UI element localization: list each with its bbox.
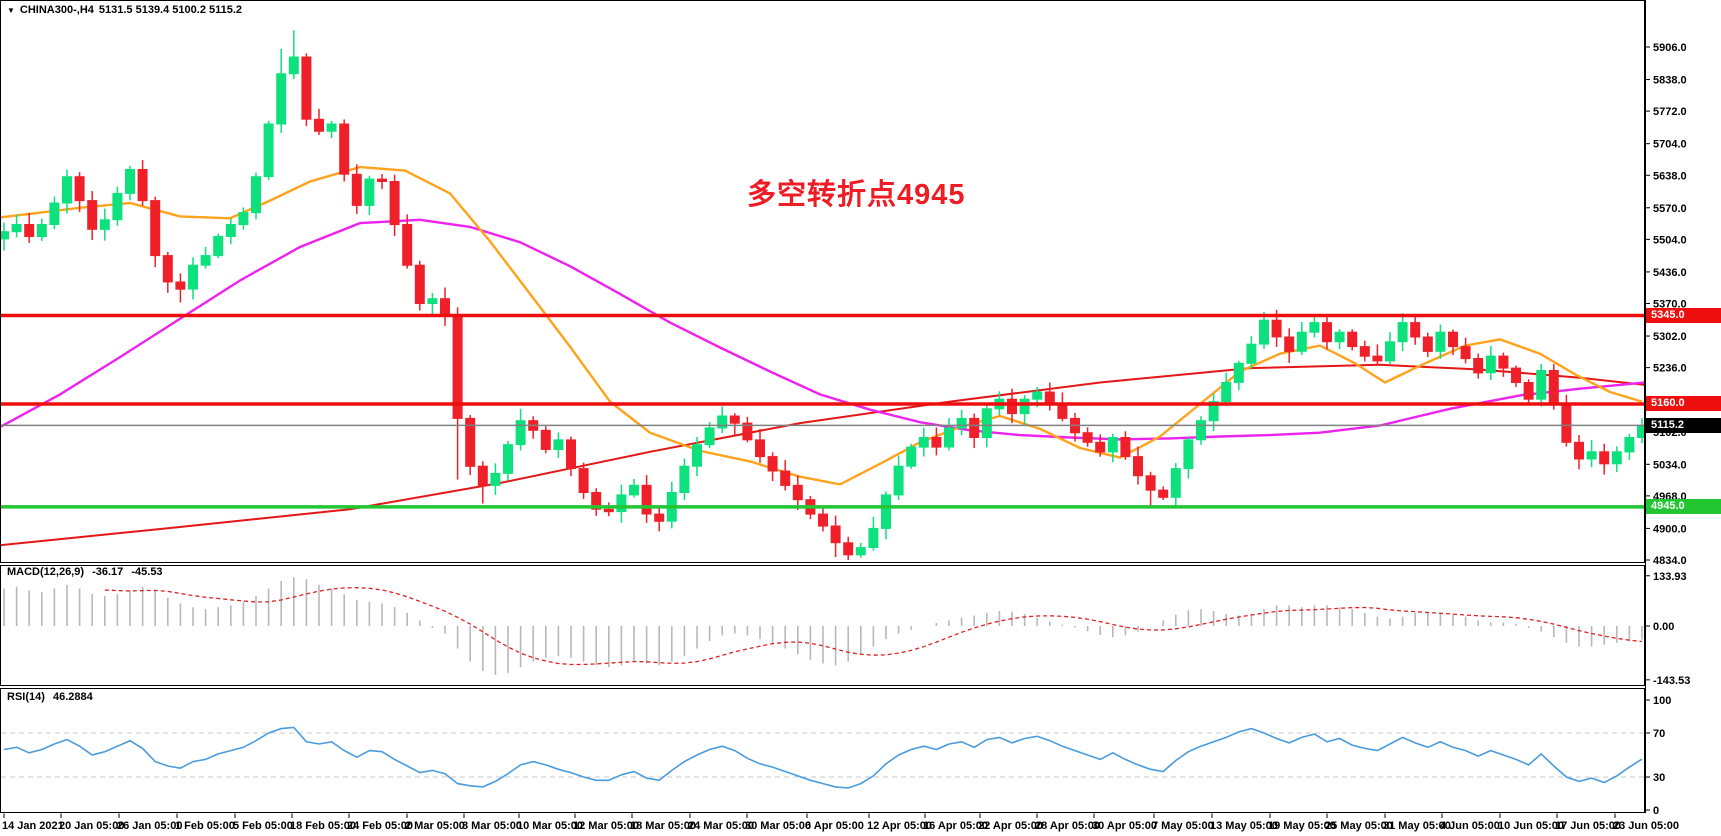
time-tick-label: 22 Apr 05:00	[978, 820, 1043, 832]
price-tick-label: 5236.0	[1653, 363, 1687, 375]
rsi-tick-label: 100	[1653, 695, 1671, 707]
current-price-badge: 5115.2	[1646, 417, 1721, 433]
macd-tick-label: 0.00	[1653, 621, 1674, 633]
time-tick-label: 2 Mar 05:00	[405, 820, 465, 832]
symbol-name: CHINA300-,H4	[19, 4, 94, 16]
time-tick-label: 28 Apr 05:00	[1035, 820, 1100, 832]
time-tick-label: 4 Jun 05:00	[1440, 820, 1500, 832]
text-annotation: 多空转折点4945	[747, 179, 966, 211]
time-tick-label: 17 Jun 05:00	[1555, 820, 1621, 832]
ma-fast-line	[1, 165, 1643, 486]
time-tick-label: 18 Feb 05:00	[290, 820, 356, 832]
collapse-triangle-icon[interactable]: ▼	[7, 5, 15, 15]
time-tick-label: 8 Mar 05:00	[462, 820, 522, 832]
time-tick-label: 18 Mar 05:00	[630, 820, 696, 832]
price-tick-label: 5370.0	[1653, 299, 1687, 311]
rsi-name: RSI(14)	[7, 691, 45, 703]
time-tick-label: 20 Jan 05:00	[59, 820, 124, 832]
macd-indicator-label: MACD(12,26,9) -36.17 -45.53	[7, 566, 168, 578]
macd-panel	[3, 577, 1643, 675]
price-tick-label: 5772.0	[1653, 106, 1687, 118]
ohlc-values: 5131.5 5139.4 5100.2 5115.2	[98, 4, 243, 16]
price-tick-label: 4834.0	[1653, 555, 1687, 567]
price-tick-label: 5436.0	[1653, 267, 1687, 279]
time-tick-label: 10 Jun 05:00	[1498, 820, 1564, 832]
price-tick-label: 5302.0	[1653, 331, 1687, 343]
rsi-indicator-label: RSI(14) 46.2884	[7, 691, 98, 703]
symbol-header[interactable]: ▼ CHINA300-,H4 5131.5 5139.4 5100.2 5115…	[7, 4, 242, 16]
rsi-tick-label: 30	[1653, 772, 1665, 784]
time-tick-label: 5 Feb 05:00	[233, 820, 293, 832]
time-tick-label: 7 May 05:00	[1152, 820, 1214, 832]
macd-main-value: -36.17	[92, 566, 124, 578]
time-tick-label: 30 Mar 05:00	[745, 820, 811, 832]
price-tick-label: 5838.0	[1653, 75, 1687, 87]
macd-signal-value: -45.53	[131, 566, 163, 578]
resistance-level-badge-5345: 5345.0	[1646, 307, 1721, 323]
rsi-tick-label: 0	[1653, 805, 1659, 817]
price-tick-label: 5906.0	[1653, 42, 1687, 54]
price-tick-label: 5570.0	[1653, 203, 1687, 215]
candlestick-series	[1, 30, 1644, 560]
time-tick-label: 24 Feb 05:00	[347, 820, 413, 832]
price-tick-label: 5704.0	[1653, 139, 1687, 151]
time-tick-label: 1 Feb 05:00	[175, 820, 235, 832]
time-tick-label: 19 May 05:00	[1268, 820, 1336, 832]
time-tick-label: 25 May 05:00	[1325, 820, 1393, 832]
price-tick-label: 5638.0	[1653, 170, 1687, 182]
time-tick-label: 26 Jan 05:00	[117, 820, 182, 832]
time-tick-label: 16 Apr 05:00	[923, 820, 988, 832]
price-tick-label: 5504.0	[1653, 234, 1687, 246]
main-price-panel	[1, 30, 1644, 560]
time-tick-label: 12 Apr 05:00	[867, 820, 932, 832]
rsi-panel	[1, 726, 1644, 789]
time-tick-label: 6 Apr 05:00	[805, 820, 864, 832]
price-tick-label: 4900.0	[1653, 523, 1687, 535]
rsi-tick-label: 70	[1653, 728, 1665, 740]
price-tick-label: 5034.0	[1653, 459, 1687, 471]
time-tick-label: 13 May 05:00	[1210, 820, 1278, 832]
time-tick-label: 30 Apr 05:00	[1092, 820, 1157, 832]
time-tick-label: 23 Jun 05:00	[1613, 820, 1679, 832]
ma-medium-line	[1, 218, 1644, 441]
time-tick-label: 31 May 05:00	[1383, 820, 1451, 832]
support-level-badge-4945: 4945.0	[1646, 499, 1721, 515]
price-axis-labels: 5906.0 5838.0 5772.0 5704.0 5638.0 5570.0 5504…	[1645, 42, 1690, 817]
rsi-value: 46.2884	[52, 691, 93, 703]
time-tick-label: 24 Mar 05:00	[688, 820, 754, 832]
time-tick-label: 12 Mar 05:00	[573, 820, 639, 832]
time-tick-label: 10 Mar 05:00	[517, 820, 583, 832]
resistance-level-badge-5160: 5160.0	[1646, 396, 1721, 412]
macd-name: MACD(12,26,9)	[7, 566, 85, 578]
time-tick-label: 14 Jan 2021	[2, 820, 64, 832]
macd-signal-line	[104, 587, 1643, 666]
macd-tick-label: 133.93	[1653, 571, 1687, 583]
rsi-line	[3, 726, 1643, 789]
macd-tick-label: -143.53	[1653, 675, 1690, 687]
